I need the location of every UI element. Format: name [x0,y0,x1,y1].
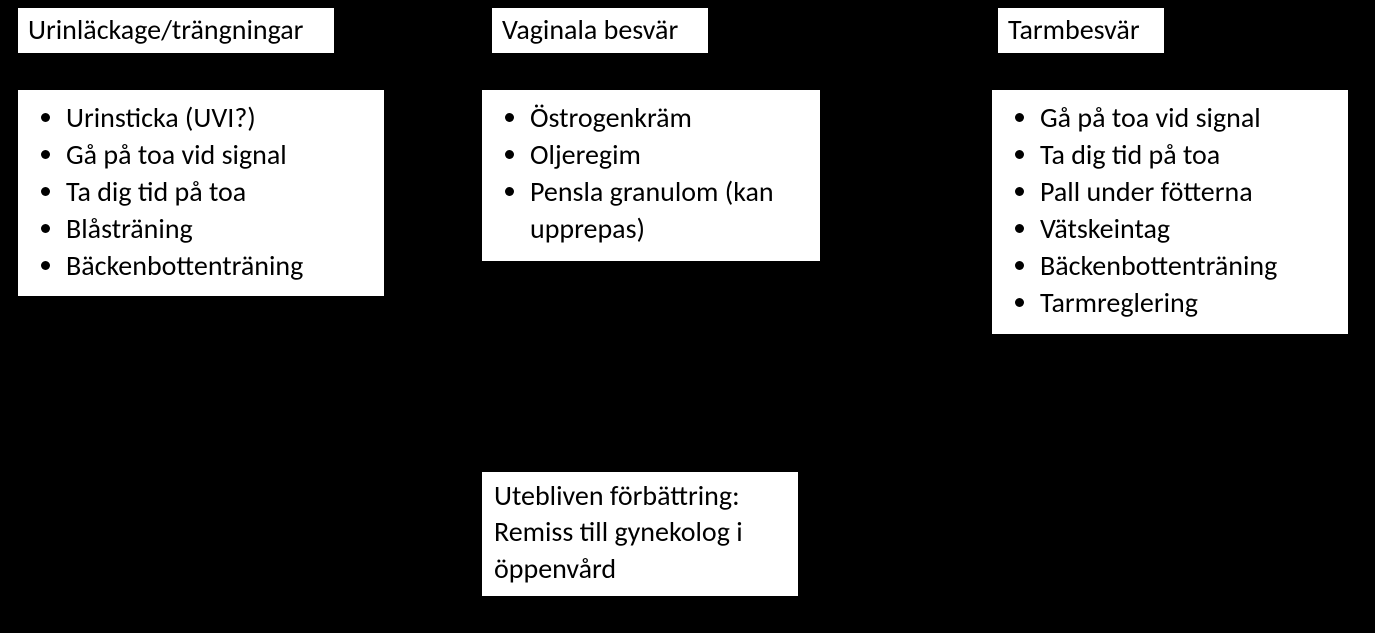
bullet-list: Urinsticka (UVI?) Gå på toa vid signal T… [34,100,374,285]
list-item: Pall under fötterna [1040,174,1338,211]
column-header-label: Urinläckage/trängningar [28,12,303,47]
column-list-bowel: Gå på toa vid signal Ta dig tid på toa P… [990,88,1350,336]
column-header-bowel: Tarmbesvär [996,6,1166,55]
list-item: Urinsticka (UVI?) [66,100,374,137]
result-box-referral: Utebliven förbättring: Remiss till gynek… [480,470,800,598]
column-list-vaginal: Östrogenkräm Oljeregim Pensla granulom (… [480,88,822,263]
list-item: Gå på toa vid signal [66,137,374,174]
list-item: Vätskeintag [1040,211,1338,248]
column-header-label: Tarmbesvär [1008,12,1140,47]
list-item: Blåsträning [66,211,374,248]
list-item: Ta dig tid på toa [66,174,374,211]
column-header-label: Vaginala besvär [502,12,678,47]
list-item: Tarmreglering [1040,285,1338,322]
result-line: Remiss till gynekolog i [494,514,786,550]
bullet-list: Gå på toa vid signal Ta dig tid på toa P… [1008,100,1338,322]
column-header-vaginal: Vaginala besvär [490,6,710,55]
list-item: Bäckenbottenträning [66,248,374,285]
list-item: Ta dig tid på toa [1040,137,1338,174]
list-item: Pensla granulom (kan upprepas) [530,174,810,248]
list-item: Oljeregim [530,137,810,174]
bullet-list: Östrogenkräm Oljeregim Pensla granulom (… [498,100,810,248]
column-list-urinary: Urinsticka (UVI?) Gå på toa vid signal T… [16,88,386,298]
column-header-urinary: Urinläckage/trängningar [16,6,336,55]
list-item: Gå på toa vid signal [1040,100,1338,137]
list-item: Bäckenbottenträning [1040,248,1338,285]
result-line: Utebliven förbättring: [494,478,786,514]
result-line: öppenvård [494,551,786,587]
list-item: Östrogenkräm [530,100,810,137]
